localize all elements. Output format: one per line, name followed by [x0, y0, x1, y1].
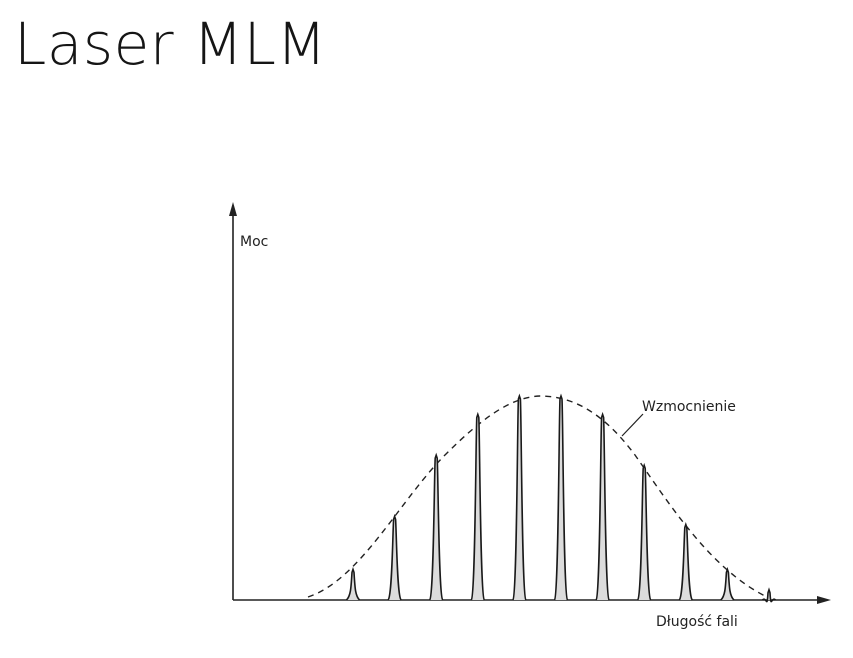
x-axis-label: Długość fali — [656, 614, 738, 630]
mode-peak — [470, 411, 486, 601]
gain-label: Wzmocnienie — [642, 399, 736, 415]
mode-peak — [761, 587, 777, 603]
mode-peak — [345, 566, 361, 601]
y-axis-arrow — [229, 202, 237, 216]
gain-envelope-curve — [307, 395, 766, 598]
mode-peak — [678, 521, 694, 601]
slide-title: Laser MLM — [14, 10, 327, 78]
mode-peak — [428, 452, 444, 601]
mode-peak — [595, 411, 610, 601]
mode-peak — [720, 566, 735, 601]
x-axis-arrow — [817, 596, 831, 604]
gain-label-leader — [621, 413, 644, 437]
y-axis-label: Moc — [240, 234, 268, 250]
mode-peak — [636, 462, 652, 601]
mode-peak — [553, 393, 569, 601]
mode-peak — [512, 393, 527, 601]
longitudinal-modes — [345, 393, 777, 603]
mode-peak — [387, 513, 402, 601]
